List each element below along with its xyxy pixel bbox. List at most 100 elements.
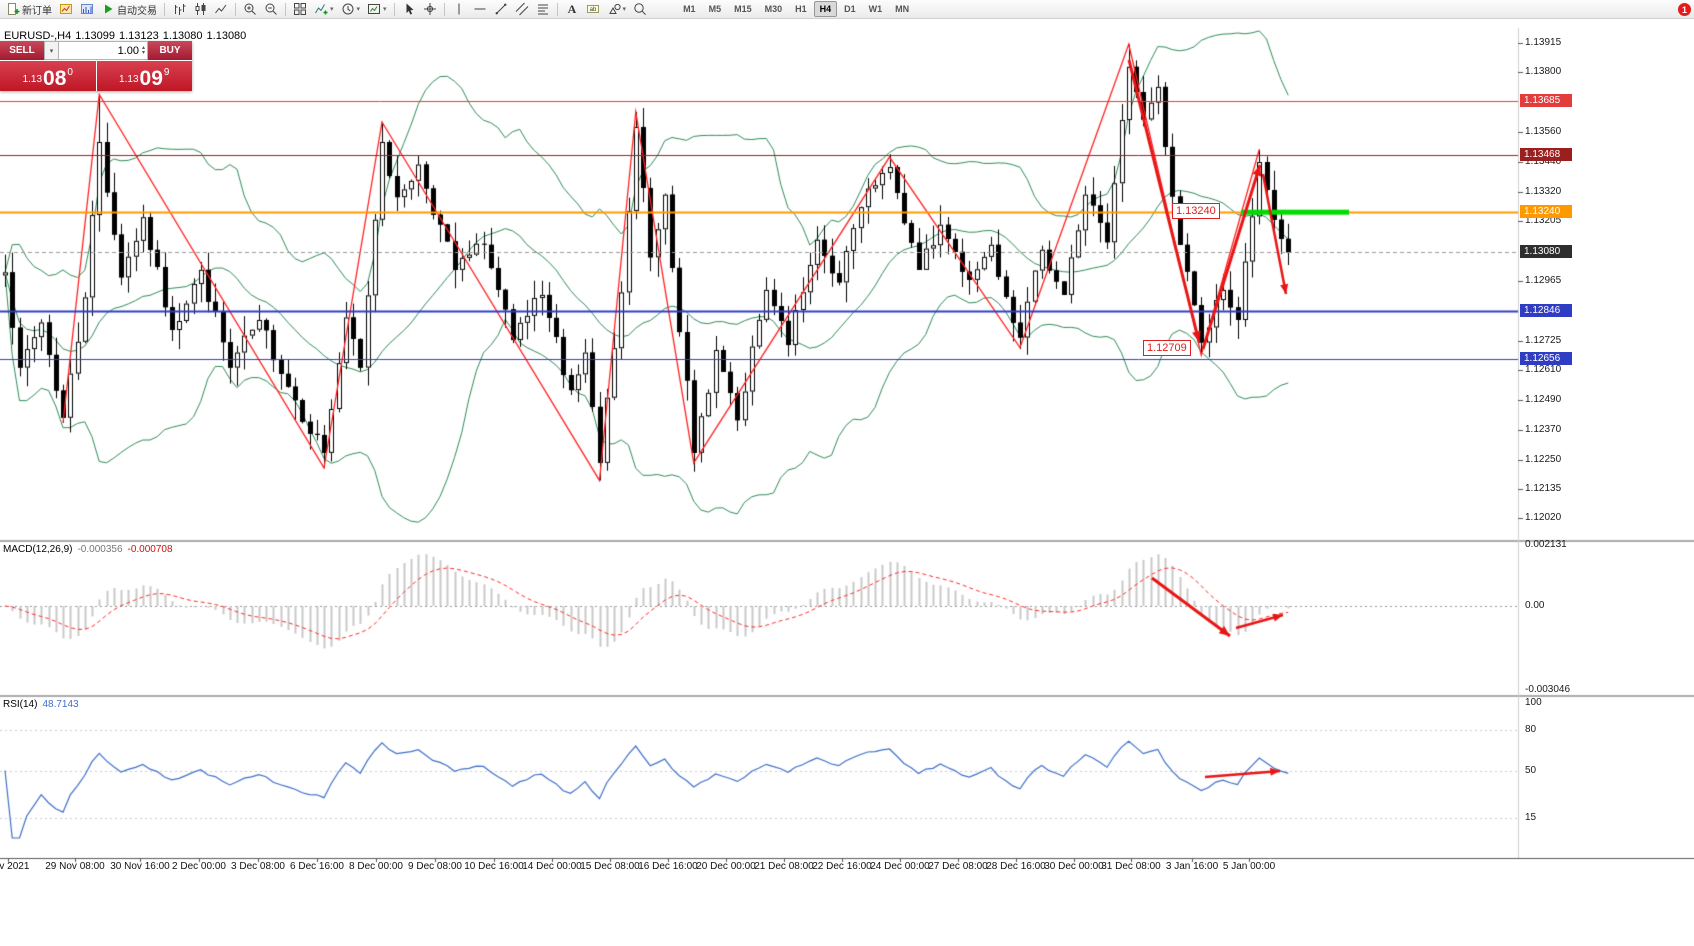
fibonacci-retracement-button[interactable] [533, 1, 553, 18]
periods-icon [342, 3, 354, 15]
timeframe-m15-button[interactable]: M15 [734, 4, 752, 14]
toolbar-separator [285, 2, 286, 16]
timeframe-m1-button[interactable]: M1 [683, 4, 696, 14]
timeframe-m30-button[interactable]: M30 [764, 4, 783, 14]
time-tick-label: 3 Dec 08:00 [231, 861, 285, 872]
sell-button[interactable]: SELL [0, 41, 44, 60]
templates-button[interactable]: ▾ [364, 1, 390, 18]
timeframe-h4-button[interactable]: H4 [813, 1, 838, 17]
volume-stepper[interactable]: ▴ ▾ [141, 44, 145, 56]
rsi-indicator-label: RSI(14) 48.7143 [3, 699, 79, 710]
chart-low-value: 1.13080 [162, 30, 203, 42]
price-callout[interactable]: 1.12709 [1143, 340, 1191, 356]
macd-scale-label: 0.00 [1525, 600, 1545, 611]
chart-symbol-label: EURUSD-,H4 [4, 30, 72, 42]
time-tick-label: 27 Dec 08:00 [928, 861, 988, 872]
periods-button[interactable]: ▾ [338, 1, 364, 18]
macd-main-value: -0.000356 [77, 544, 123, 555]
chart-ohlc-header: EURUSD-,H4 1.13099 1.13123 1.13080 1.13080 [4, 30, 250, 42]
text-label-button[interactable]: ab [583, 1, 603, 18]
bar-chart-button[interactable] [169, 1, 189, 18]
market-watch-icon [81, 4, 93, 14]
macd-scale-label: 0.002131 [1525, 539, 1567, 550]
candlestick-chart-button[interactable] [190, 1, 210, 18]
tile-windows-button[interactable] [290, 1, 310, 18]
price-tick-label: 1.12965 [1525, 275, 1562, 287]
time-tick-label: 2 Dec 00:00 [172, 861, 226, 872]
indicators-icon [315, 4, 328, 15]
auto-trading-button[interactable]: 自动交易 [98, 1, 160, 18]
price-callout[interactable]: 1.13240 [1172, 203, 1220, 219]
text-button[interactable]: A [562, 1, 582, 18]
price-tick-label: 1.13440 [1525, 156, 1562, 168]
charts-profile-button[interactable] [56, 1, 76, 18]
volume-value: 1.00 [117, 44, 139, 57]
timeframe-switcher: M1 M5 M15 M30 H1 H4 D1 W1 MN [677, 1, 915, 17]
timeframe-w1-button[interactable]: W1 [868, 4, 883, 14]
timeframe-m5-button[interactable]: M5 [708, 4, 722, 14]
equidistant-channel-button[interactable] [512, 1, 532, 18]
rsi-scale-label: 50 [1525, 764, 1537, 776]
zoom-out-icon [265, 3, 277, 15]
rsi-scale-label: 15 [1525, 811, 1537, 823]
time-tick-label: 22 Dec 16:00 [812, 861, 872, 872]
time-tick-label: 30 Dec 00:00 [1044, 861, 1104, 872]
time-tick-label: 8 Dec 00:00 [349, 861, 403, 872]
chart-high-value: 1.13123 [119, 30, 159, 42]
price-tick-label: 1.13915 [1525, 37, 1562, 48]
time-tick-label: 31 Dec 08:00 [1101, 861, 1161, 872]
bid-price-button[interactable]: 1.13 08 0 [0, 61, 96, 91]
caret-down-icon: ▾ [383, 6, 387, 13]
price-tick-label: 1.12370 [1525, 424, 1562, 436]
timeframe-mn-button[interactable]: MN [895, 4, 910, 14]
stepper-up-icon[interactable]: ▴ [141, 44, 145, 51]
text-label-icon: ab [586, 5, 599, 13]
volume-input[interactable]: 1.00 ▴ ▾ [59, 41, 148, 60]
vertical-line-icon [458, 3, 460, 15]
time-tick-label: 9 Dec 08:00 [408, 861, 462, 872]
line-chart-button[interactable] [211, 1, 231, 18]
price-axis[interactable]: 1.13915 1.13800 1.13560 1.13440 1.13320 1.132… [1518, 0, 1694, 946]
cursor-button[interactable] [399, 1, 419, 18]
trendline-button[interactable] [491, 1, 511, 18]
ask-big-digits: 09 [139, 67, 163, 90]
shapes-button[interactable]: ▾ [604, 1, 630, 18]
caret-down-icon: ▾ [356, 6, 361, 13]
bid-big-digits: 08 [43, 67, 67, 90]
toolbar-separator [443, 2, 445, 16]
time-tick-label: 3 Jan 16:00 [1165, 861, 1219, 872]
timeframe-h1-button[interactable]: H1 [795, 4, 807, 14]
charts-profile-icon [60, 4, 72, 14]
caret-down-icon: ▾ [622, 6, 627, 13]
volume-dropdown-button[interactable]: ▾ [44, 41, 59, 60]
chart-open-value: 1.13099 [75, 30, 115, 42]
zoom-in-button[interactable] [240, 1, 260, 18]
new-order-button[interactable]: 新订单 [3, 1, 55, 18]
timeframe-d1-button[interactable]: D1 [844, 4, 856, 14]
svg-text:ab: ab [589, 7, 596, 13]
price-tick-label: 1.13205 [1525, 214, 1562, 226]
ask-prefix: 1.13 [119, 74, 139, 85]
notification-badge[interactable]: 1 [1678, 3, 1691, 16]
bid-pipette: 0 [67, 67, 73, 78]
ask-pipette: 9 [163, 67, 170, 78]
vertical-line-button[interactable] [449, 1, 469, 18]
time-tick-label: 6 Dec 16:00 [290, 861, 344, 872]
horizontal-line-button[interactable] [470, 1, 490, 18]
templates-icon [368, 4, 381, 14]
auto-trading-icon [105, 4, 113, 14]
stepper-down-icon[interactable]: ▾ [141, 49, 145, 56]
indicators-button[interactable]: ▾ [311, 1, 337, 18]
ask-price-button[interactable]: 1.13 09 9 [96, 61, 192, 91]
market-watch-button[interactable] [77, 1, 97, 18]
time-axis[interactable]: Nov 2021 29 Nov 08:00 30 Nov 16:002 Dec 00… [0, 861, 1518, 875]
chart-close-value: 1.13080 [206, 30, 247, 42]
price-marker-1.12846: 1.12846 [1520, 303, 1572, 317]
time-tick-label: 24 Dec 00:00 [870, 861, 930, 872]
crosshair-button[interactable] [420, 1, 440, 18]
buy-button[interactable]: BUY [148, 41, 192, 60]
zoom-out-button[interactable] [261, 1, 281, 18]
search-button[interactable] [630, 1, 650, 18]
rsi-name: RSI(14) [3, 699, 38, 710]
